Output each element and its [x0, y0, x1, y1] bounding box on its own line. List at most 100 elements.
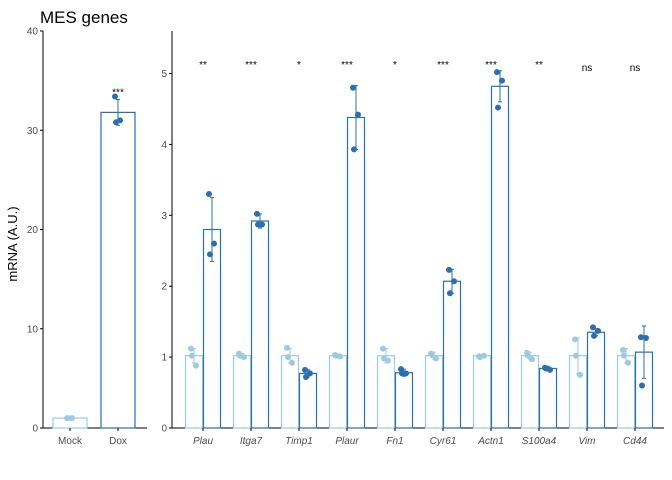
significance-label: ***	[437, 60, 449, 71]
data-point	[620, 347, 626, 354]
x-tick-label: Vim	[578, 436, 595, 447]
data-point	[447, 290, 453, 297]
y-tick-label: 2	[161, 282, 167, 293]
bar-s100a4-control	[520, 355, 540, 429]
significance-label: ns	[630, 63, 641, 74]
bar-actn1-control	[472, 355, 492, 429]
bar-actn1-treated	[490, 85, 510, 429]
data-point	[351, 146, 357, 153]
data-point	[113, 119, 119, 126]
significance-label: ns	[582, 63, 593, 74]
data-point	[590, 324, 596, 331]
bar-plaur-treated	[346, 116, 366, 429]
significance-label: ***	[341, 60, 353, 71]
data-point	[494, 69, 500, 76]
y-tick-label: 1	[161, 353, 167, 364]
data-point	[302, 366, 308, 373]
bar-cd44-control	[616, 355, 636, 429]
data-point	[284, 344, 290, 351]
data-point	[625, 359, 631, 366]
bar-fn1-treated	[394, 372, 414, 429]
data-point	[206, 191, 212, 198]
data-point	[572, 336, 578, 343]
x-tick-label: Cd44	[623, 436, 647, 447]
data-point	[638, 334, 644, 341]
x-tick-label: Timp1	[285, 436, 313, 447]
y-tick-label: 4	[161, 140, 167, 151]
y-axis-label: mRNA (A.U.)	[5, 206, 20, 281]
y-tick-label: 30	[27, 126, 39, 137]
panel-mock-dox: 0 10 20 30 40 Mock *** Dox	[27, 27, 147, 447]
data-point	[255, 221, 261, 228]
data-point	[193, 362, 199, 369]
data-point	[112, 93, 118, 100]
x-tick-label: Itga7	[240, 436, 263, 447]
data-point	[399, 370, 405, 377]
y-tick-label: 20	[27, 225, 39, 236]
x-tick-label: Actn1	[477, 436, 504, 447]
data-point	[643, 334, 649, 341]
bar-fn1-control	[376, 355, 396, 429]
bar-cyr61-control	[424, 355, 444, 429]
data-point	[211, 240, 217, 247]
bar-timp1-control	[280, 355, 300, 429]
data-point	[189, 352, 195, 359]
significance-label: *	[393, 60, 397, 71]
data-point	[307, 370, 313, 377]
y-tick-label: 3	[161, 211, 167, 222]
data-point	[355, 111, 361, 118]
panel-mes-genes: 0 1 2 3 4 5 ** Plau *** Itga7 * Timp1 *** Plaur * Fn1 **…	[161, 31, 664, 447]
bar-itga7-control	[232, 355, 252, 429]
data-point	[446, 266, 452, 273]
bar-vim-treated	[586, 331, 606, 429]
significance-label: ***	[112, 87, 124, 98]
chart-title: MES genes	[40, 8, 128, 27]
x-tick-label: Plau	[193, 436, 213, 447]
data-point	[495, 104, 501, 111]
data-point	[303, 373, 309, 380]
data-point	[350, 84, 356, 91]
bar-itga7-treated	[250, 220, 270, 429]
significance-label: *	[297, 60, 301, 71]
data-point	[621, 352, 627, 359]
data-point	[573, 352, 579, 359]
y-tick-label: 5	[161, 69, 167, 80]
data-point	[254, 210, 260, 217]
x-tick-label: Mock	[58, 436, 83, 447]
data-point	[207, 251, 213, 258]
data-point	[595, 327, 601, 334]
data-point	[380, 345, 386, 352]
data-point	[525, 352, 531, 359]
significance-label: ***	[485, 60, 497, 71]
bar-timp1-treated	[298, 372, 318, 429]
x-tick-label: Plaur	[335, 436, 359, 447]
y-tick-label: 40	[27, 27, 39, 38]
data-point	[429, 351, 435, 358]
bar-s100a4-treated	[538, 367, 558, 429]
data-point	[577, 371, 583, 378]
data-point	[639, 382, 645, 389]
data-point	[543, 365, 549, 372]
y-tick-label: 10	[27, 324, 39, 335]
y-tick-label: 0	[32, 424, 38, 435]
significance-label: ***	[245, 60, 257, 71]
data-point	[381, 355, 387, 362]
bar-cyr61-treated	[442, 280, 462, 429]
bar-plaur-control	[328, 355, 348, 429]
significance-label: **	[535, 60, 543, 71]
data-point	[529, 356, 535, 363]
x-tick-label: Fn1	[386, 436, 403, 447]
data-point	[289, 359, 295, 366]
data-point	[451, 278, 457, 285]
data-point	[333, 352, 339, 359]
x-tick-label: S100a4	[522, 436, 557, 447]
data-point	[237, 352, 243, 359]
x-tick-label: Cyr61	[430, 436, 457, 447]
data-point	[591, 332, 597, 339]
data-point	[188, 345, 194, 352]
data-point	[285, 354, 291, 361]
data-point	[65, 415, 71, 422]
data-point	[477, 354, 483, 361]
significance-label: **	[199, 60, 207, 71]
